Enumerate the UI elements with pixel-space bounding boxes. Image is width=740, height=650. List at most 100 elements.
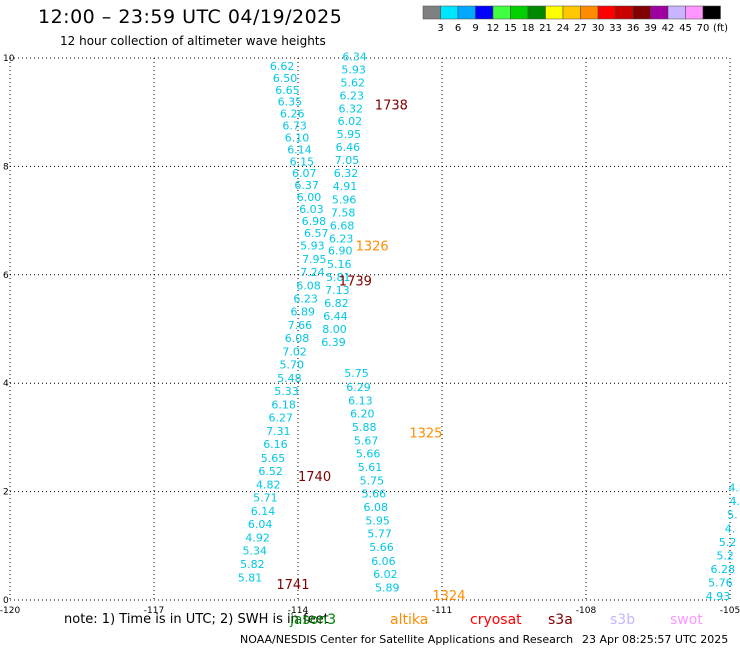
swh-data-label: 6.23 — [340, 90, 365, 103]
satellite-legend-s3a: s3a — [548, 612, 573, 628]
swh-data-label: 6.32 — [339, 103, 364, 116]
colorbar-swatch — [545, 5, 564, 20]
swh-data-label: 6.37 — [294, 179, 319, 192]
colorbar-label: (ft) — [713, 23, 728, 34]
colorbar-swatch — [510, 5, 529, 20]
wave-height-colorbar: 3 6 9 12 15 18 21 24 27 30 33 36 39 42 45 70 (ft) — [422, 5, 728, 34]
swh-data-label: 5.76 — [708, 576, 733, 589]
swh-data-label: 5.66 — [369, 541, 394, 554]
colorbar-label: 39 — [644, 23, 657, 34]
swh-data-label: 5.75 — [344, 367, 369, 380]
colorbar-label: 15 — [504, 23, 517, 34]
colorbar-label: 45 — [679, 23, 692, 34]
swh-data-label: 6.44 — [323, 310, 348, 323]
swh-data-label: 5.61 — [358, 461, 383, 474]
swh-data-label: 5.93 — [341, 64, 366, 77]
pass-number-label: 1324 — [432, 589, 465, 604]
colorbar-label: 9 — [472, 23, 478, 34]
swh-data-label: 5.66 — [356, 447, 381, 460]
swh-data-label: 6.90 — [328, 245, 353, 258]
swh-data-label: 4. — [725, 522, 736, 535]
swh-data-label: 6.82 — [324, 297, 349, 310]
chart-axes: -120 -117 -114 -111 -108 -105 0 2 4 6 8 10 — [0, 54, 740, 616]
satellite-legend-altika: altika — [390, 612, 429, 628]
swh-data-label: 6.34 — [342, 51, 367, 64]
colorbar-swatch — [527, 5, 546, 20]
swh-data-label: 7.95 — [302, 253, 327, 266]
swh-data-label: 7.24 — [300, 266, 325, 279]
swh-data-label: 5.2 — [716, 549, 734, 562]
swh-data-label: 6.62 — [270, 60, 295, 73]
colorbar-label: 24 — [557, 23, 570, 34]
swh-data-label: 5.33 — [274, 385, 299, 398]
swh-data-label: 6.73 — [282, 120, 307, 133]
colorbar-label: 6 — [455, 23, 461, 34]
swh-data-label: 5.66 — [362, 488, 387, 501]
swh-data-label: 6.26 — [280, 108, 305, 121]
colorbar-swatch — [422, 5, 441, 20]
colorbar-swatch — [667, 5, 686, 20]
swh-data-label: 5. — [727, 509, 738, 522]
colorbar-swatch — [440, 5, 459, 20]
swh-data-label: 5.95 — [365, 515, 390, 528]
swh-data-label: 7.13 — [325, 284, 350, 297]
swh-data-label: 7.31 — [266, 425, 291, 438]
swh-data-label: 5.70 — [280, 359, 305, 372]
y-tick-label: 6 — [3, 271, 9, 281]
swh-data-label: 6.15 — [290, 155, 315, 168]
x-tick-label: -117 — [144, 606, 164, 616]
swh-data-label: 6.02 — [338, 115, 363, 128]
swh-data-label: 6.06 — [371, 555, 396, 568]
swh-data-label: 6.04 — [248, 518, 273, 531]
swh-data-label: 5.81 — [326, 271, 351, 284]
colorbar-swatch — [615, 5, 634, 20]
swh-data-label: 5.96 — [332, 193, 357, 206]
y-tick-label: 0 — [3, 596, 9, 606]
colorbar-label: 27 — [574, 23, 587, 34]
swh-data-label: 6.68 — [330, 219, 355, 232]
pass-number-label: 1741 — [276, 578, 309, 593]
x-tick-label: -111 — [432, 606, 452, 616]
swh-data-label: 5.34 — [243, 544, 268, 557]
colorbar-label: 36 — [627, 23, 640, 34]
swh-data-label: 6.20 — [350, 407, 375, 420]
pass-number-label: 1738 — [375, 98, 408, 113]
colorbar-swatch — [685, 5, 704, 20]
colorbar-label: 42 — [662, 23, 675, 34]
swh-data-label: 5.71 — [253, 491, 278, 504]
pass-number-label: 1326 — [356, 239, 389, 254]
satellite-legend-jason3: jason3 — [290, 612, 337, 628]
swh-data-label: 7.02 — [282, 346, 307, 359]
x-tick-label: -120 — [0, 606, 20, 616]
swh-data-label: 4.82 — [256, 478, 281, 491]
colorbar-swatch — [475, 5, 494, 20]
swh-data-label: 5.95 — [337, 128, 362, 141]
swh-data-label: 5.82 — [240, 558, 265, 571]
colorbar-swatch — [702, 5, 721, 20]
swh-data-label: 6.52 — [258, 465, 283, 478]
swh-data-label: 6.39 — [321, 336, 346, 349]
colorbar-swatch — [492, 5, 511, 20]
swh-data-label: 6.08 — [296, 279, 321, 292]
swh-data-label: 6.89 — [291, 305, 316, 318]
swh-data-label: 4. — [730, 495, 740, 508]
swh-data-label: 6.46 — [336, 141, 361, 154]
swh-data-label: 6.29 — [346, 381, 371, 394]
swh-data-label: 6.08 — [285, 332, 310, 345]
swh-data-label: 6.32 — [334, 167, 359, 180]
colorbar-swatch — [632, 5, 651, 20]
page-subtitle: 12 hour collection of altimeter wave hei… — [60, 34, 326, 48]
timestamp-text: 23 Apr 08:25:57 UTC 2025 — [582, 633, 729, 646]
y-tick-label: 2 — [3, 488, 9, 498]
swh-data-label: 6.18 — [271, 399, 296, 412]
y-tick-label: 4 — [3, 379, 9, 389]
swh-data-label: 5.77 — [367, 528, 392, 541]
swh-data-label: 6.35 — [278, 96, 303, 109]
pass-labels: 1738 1326 1739 1325 1740 1741 1324 — [276, 98, 465, 604]
swh-data-label: 8.00 — [322, 323, 347, 336]
swh-data-label: 4.91 — [333, 180, 358, 193]
swh-data-label: 6.50 — [273, 72, 298, 85]
swh-data-label: 6.00 — [297, 191, 322, 204]
swh-data-label: 6.27 — [268, 412, 293, 425]
swh-data-label: 6.13 — [348, 394, 373, 407]
